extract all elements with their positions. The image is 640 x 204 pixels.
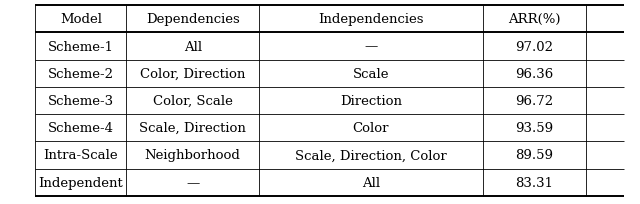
Text: 97.02: 97.02 <box>515 40 553 53</box>
Text: ARR(%): ARR(%) <box>508 13 561 26</box>
Text: 83.31: 83.31 <box>515 176 553 189</box>
Text: Scheme-4: Scheme-4 <box>48 122 114 135</box>
Text: 96.36: 96.36 <box>515 67 554 80</box>
Text: 93.59: 93.59 <box>515 122 553 135</box>
Text: —: — <box>186 176 199 189</box>
Text: Intra-Scale: Intra-Scale <box>44 149 118 162</box>
Text: Color, Direction: Color, Direction <box>140 67 245 80</box>
Text: Independent: Independent <box>38 176 124 189</box>
Text: Independencies: Independencies <box>318 13 424 26</box>
Text: All: All <box>362 176 380 189</box>
Text: Scale, Direction, Color: Scale, Direction, Color <box>295 149 447 162</box>
Text: 89.59: 89.59 <box>515 149 553 162</box>
Text: Scale, Direction: Scale, Direction <box>140 122 246 135</box>
Text: Scheme-2: Scheme-2 <box>48 67 114 80</box>
Text: Neighborhood: Neighborhood <box>145 149 241 162</box>
Text: Model: Model <box>60 13 102 26</box>
Text: Scheme-3: Scheme-3 <box>48 94 114 108</box>
Text: 96.72: 96.72 <box>515 94 553 108</box>
Text: Direction: Direction <box>340 94 402 108</box>
Text: Color, Scale: Color, Scale <box>153 94 233 108</box>
Text: —: — <box>364 40 378 53</box>
Text: All: All <box>184 40 202 53</box>
Text: Scale: Scale <box>353 67 389 80</box>
Text: Color: Color <box>353 122 389 135</box>
Text: Dependencies: Dependencies <box>146 13 239 26</box>
Text: Scheme-1: Scheme-1 <box>48 40 114 53</box>
